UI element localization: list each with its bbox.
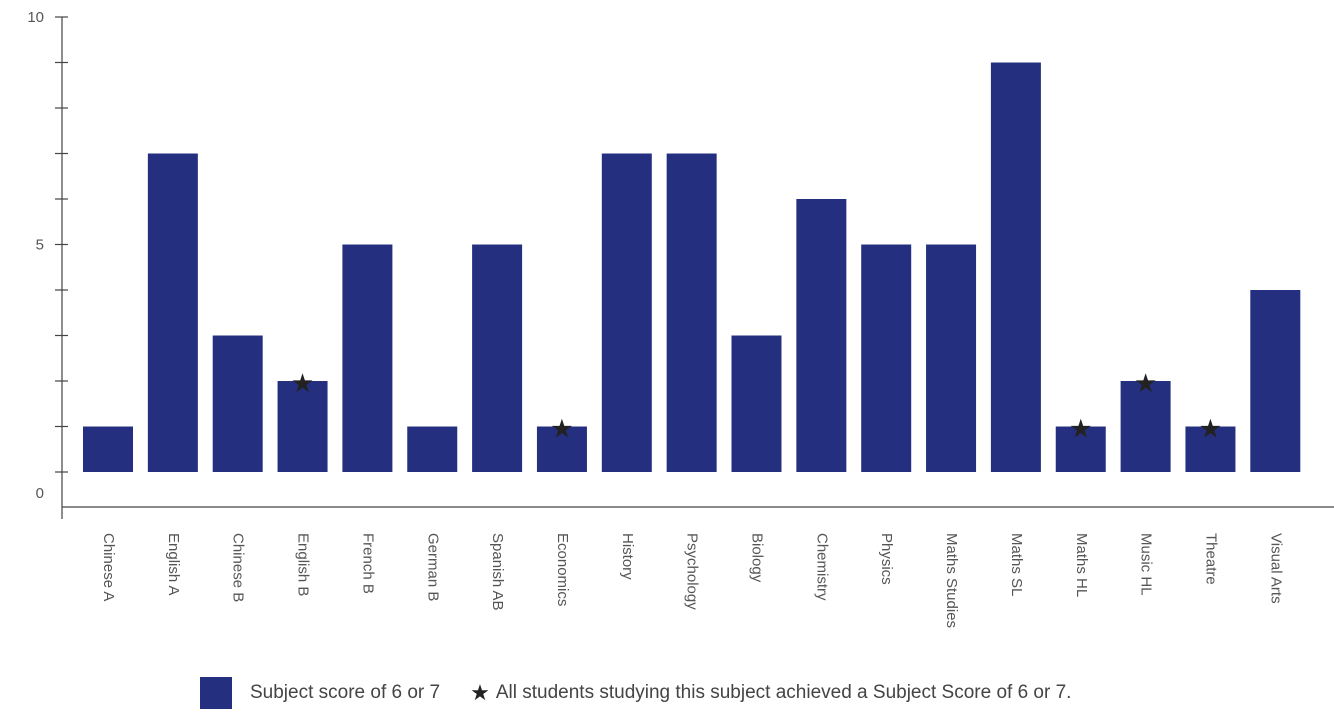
y-tick-label: 0 (36, 485, 44, 502)
bar (1055, 426, 1106, 472)
bar (472, 244, 523, 472)
category-label: Music HL (1138, 533, 1155, 596)
y-tick-label: 10 (27, 9, 44, 26)
star-marker-icon: ★ (291, 369, 314, 399)
star-marker-icon: ★ (550, 415, 573, 445)
bar-chart: 0 5 10 ★ ★ ★ ★ ★ Chinese A English A Chinese B En… (27, 9, 1334, 628)
legend-star-label: All students studying this subject achie… (495, 682, 1072, 703)
bar (83, 426, 133, 472)
legend-swatch (200, 677, 232, 709)
category-label: Maths HL (1073, 533, 1090, 597)
star-marker-icon: ★ (1069, 415, 1092, 445)
category-labels: Chinese A English A Chinese B English B Fren… (100, 533, 1284, 628)
category-label: Maths SL (1008, 533, 1025, 596)
axes: 0 5 10 (27, 9, 1334, 519)
bar (212, 335, 263, 472)
category-label: Psychology (684, 533, 701, 610)
bar (861, 244, 912, 472)
bar (926, 244, 977, 472)
category-label: Physics (878, 533, 895, 585)
legend-star-icon: ★ (470, 680, 490, 706)
bar (536, 426, 587, 472)
category-label: Theatre (1202, 533, 1219, 585)
category-label: Economics (554, 533, 571, 606)
star-markers: ★ ★ ★ ★ ★ (291, 369, 1222, 445)
category-label: Chemistry (813, 533, 830, 601)
bar (342, 244, 393, 472)
bar (601, 153, 652, 472)
legend-swatch-label: Subject score of 6 or 7 (250, 682, 441, 703)
star-marker-icon: ★ (1199, 415, 1222, 445)
category-label: Biology (749, 533, 766, 583)
category-label: Spanish AB (489, 533, 506, 611)
bar (1250, 290, 1301, 472)
bar (1120, 381, 1171, 472)
bar (147, 153, 198, 472)
bar (1185, 426, 1236, 472)
category-label: English B (295, 533, 312, 596)
star-marker-icon: ★ (1134, 369, 1157, 399)
category-label: Chinese B (230, 533, 247, 602)
category-label: Visual Arts (1267, 533, 1284, 604)
bar (731, 335, 782, 472)
bar (407, 426, 458, 472)
category-label: History (619, 533, 636, 580)
y-tick-label: 5 (36, 237, 44, 254)
bar (666, 153, 717, 472)
legend: Subject score of 6 or 7 ★ All students s… (200, 676, 1071, 710)
bar (796, 199, 847, 472)
category-label: English A (165, 533, 182, 596)
category-label: French B (359, 533, 376, 594)
bar (990, 62, 1041, 472)
bar (277, 381, 328, 472)
category-label: German B (424, 533, 441, 601)
category-label: Chinese A (100, 533, 117, 601)
bars (83, 62, 1301, 472)
category-label: Maths Studies (943, 533, 960, 628)
